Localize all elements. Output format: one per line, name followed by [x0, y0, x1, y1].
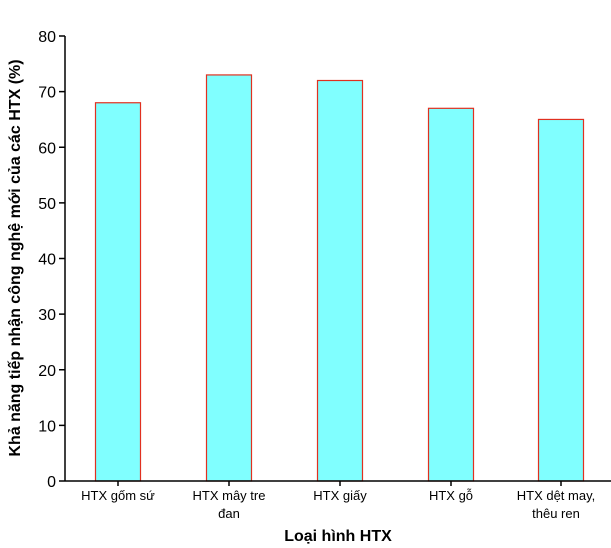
bar [205, 74, 253, 482]
bar [94, 102, 142, 482]
y-tick-label: 50 [38, 196, 56, 213]
bar [537, 118, 585, 482]
x-axis-title: Loại hình HTX [284, 528, 392, 545]
x-tick-label: HTX gốm sứ [81, 488, 155, 503]
x-tick-label: HTX giấy [313, 488, 367, 503]
bar [427, 107, 475, 482]
y-axis-title: Khả năng tiếp nhận công nghệ mới của các… [7, 59, 24, 456]
y-tick-label: 80 [38, 29, 56, 46]
y-tick-label: 70 [38, 85, 56, 102]
y-tick-label: 0 [47, 474, 56, 491]
y-tick-label: 60 [38, 140, 56, 157]
bar [316, 79, 364, 482]
y-tick-label: 40 [38, 252, 56, 269]
y-tick-label: 20 [38, 363, 56, 380]
y-tick-label: 10 [38, 418, 56, 435]
x-ticks-group: HTX gốm sứ HTX mây tre đan HTX giấy HTX gỗ HT… [81, 481, 595, 521]
bars-group [94, 74, 585, 482]
x-tick-label: HTX dệt may, thêu ren [517, 488, 596, 521]
y-ticks-group: 0 10 20 30 40 50 60 70 80 [38, 29, 65, 491]
y-tick-label: 30 [38, 307, 56, 324]
x-tick-label: HTX gỗ [429, 488, 473, 503]
x-tick-label: HTX mây tre đan [193, 488, 266, 521]
